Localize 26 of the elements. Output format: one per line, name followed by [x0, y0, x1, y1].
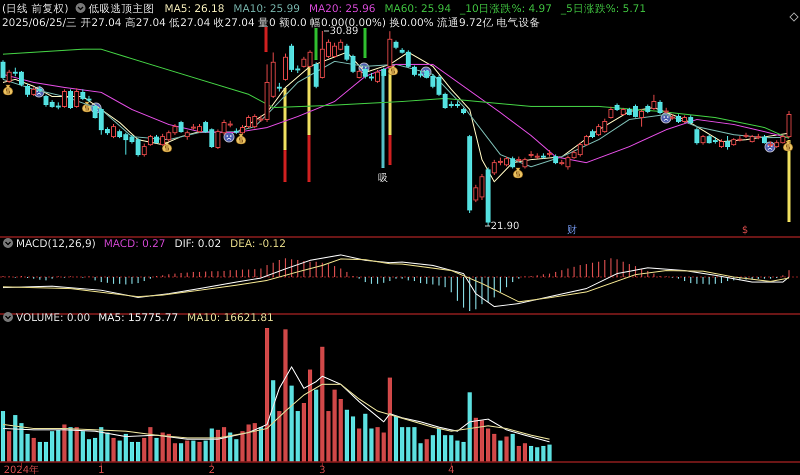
text: DIF: 0.02	[174, 238, 222, 250]
x-tick-label: 4	[448, 465, 454, 475]
annotation: 30.89	[330, 26, 358, 37]
x-tick-label: 2024年	[4, 464, 40, 475]
text: MACD: 0.27	[104, 238, 166, 250]
annotation: 吸	[378, 173, 388, 184]
text: _10日涨跌%: 4.97	[459, 3, 552, 15]
legend-title: 低吸逃顶主图	[88, 2, 155, 15]
text: _5日涨跌%: 5.71	[560, 3, 646, 15]
text: MA10: 25.99	[233, 3, 300, 15]
text: MA5: 15775.77	[98, 312, 178, 324]
text: MA10: 16621.81	[187, 312, 274, 324]
chart-title: (日线 前复权)	[2, 2, 69, 15]
chart-title: MACD(12,26,9)	[16, 238, 96, 250]
chart-title: VOLUME: 0.00	[16, 312, 90, 324]
text: MA5: 26.18	[164, 3, 224, 15]
text: MA60: 25.94	[384, 3, 452, 15]
x-tick-label: 3	[319, 465, 326, 475]
annotation: 财	[567, 224, 577, 236]
x-tick-label: 2	[208, 465, 215, 475]
x-tick-label: 1	[98, 465, 104, 475]
annotation: $	[742, 225, 748, 236]
annotation: 21.90	[490, 221, 520, 232]
text: MA20: 25.96	[308, 3, 376, 15]
chart-subtitle: 2025/06/25/三 开27.04 高27.04 低27.04 收27.04 量0 额0.0 幅0.00(0.00%) 换0.00% 流通9.72亿 电气设备	[2, 16, 541, 29]
text: DEA: -0.12	[230, 238, 286, 250]
